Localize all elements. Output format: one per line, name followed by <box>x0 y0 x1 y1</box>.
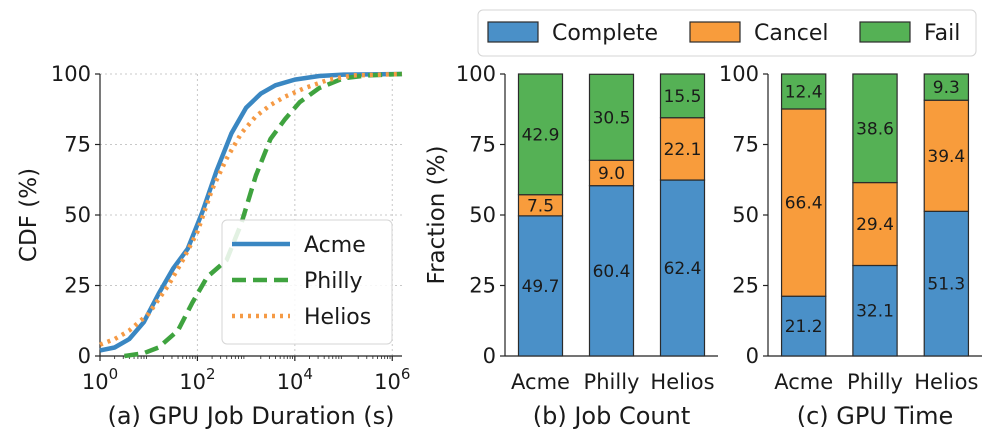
bar-value-label: 9.3 <box>933 78 960 98</box>
gpu-time-panel: 0 25 50 75 100 21.2 66.4 12.4 Acme 32.1 29.4 38.6 Ph… <box>719 62 982 430</box>
bar-segment-complete <box>923 210 970 357</box>
y-tick-label: 0 <box>483 344 496 368</box>
bar-value-label: 49.7 <box>522 277 560 297</box>
x-tick-exponent: 6 <box>401 365 411 383</box>
y-tick-label: 100 <box>51 62 91 86</box>
bar-value-label: 9.0 <box>598 164 625 184</box>
bar-segment-cancel <box>923 99 970 212</box>
bar-segment-fail <box>923 73 970 101</box>
series-line-philly <box>124 71 403 359</box>
bar-value-label: 51.3 <box>927 275 965 295</box>
x-category-label: Acme <box>774 370 833 394</box>
bar-segment-fail <box>588 73 635 161</box>
bar-value-label: 30.5 <box>593 108 631 128</box>
y-tick-label: 75 <box>469 133 496 157</box>
x-category-label: Helios <box>914 370 978 394</box>
bar-value-label: 38.6 <box>856 119 894 139</box>
y-tick-label: 50 <box>469 203 496 227</box>
bar-value-label: 15.5 <box>664 87 702 107</box>
bar-legend-swatch-fail <box>859 21 911 43</box>
series-line-helios <box>99 71 403 347</box>
y-tick-label: 0 <box>746 344 759 368</box>
bar-legend-label: Fail <box>924 21 960 46</box>
y-tick-label: 0 <box>78 344 91 368</box>
bar-legend-label: Cancel <box>754 21 829 46</box>
bar-segment-complete <box>852 264 898 357</box>
bar-segment-complete <box>588 185 635 357</box>
y-tick-label: 25 <box>469 274 496 298</box>
x-tick-exponent: 2 <box>206 365 216 383</box>
bar-segment-complete <box>780 295 827 357</box>
bar-legend-label: Complete <box>552 21 658 46</box>
y-axis-title: CDF (%) <box>16 168 42 262</box>
cdf-legend-label: Helios <box>304 305 371 330</box>
bar-segment-fail <box>517 73 564 196</box>
bar-value-label: 29.4 <box>856 215 894 235</box>
x-tick-label: 106 <box>374 365 410 394</box>
bar-value-label: 39.4 <box>927 147 965 167</box>
y-tick-label: 50 <box>64 203 91 227</box>
bar-segment-cancel <box>780 108 827 297</box>
x-tick-base: 10 <box>82 370 109 394</box>
bar-value-label: 60.4 <box>593 262 631 282</box>
x-category-label: Philly <box>584 370 640 394</box>
x-category-label: Acme <box>511 370 570 394</box>
x-tick-exponent: 4 <box>303 365 313 383</box>
x-tick-exponent: 0 <box>109 365 119 383</box>
bar-value-label: 42.9 <box>522 125 560 145</box>
x-category-label: Philly <box>847 370 903 394</box>
y-tick-label: 50 <box>732 203 759 227</box>
panel-caption: (b) Job Count <box>533 402 691 430</box>
bar-value-label: 22.1 <box>664 140 702 160</box>
bar-value-label: 62.4 <box>664 259 702 279</box>
x-tick-base: 10 <box>374 370 401 394</box>
x-tick-label: 104 <box>277 365 313 394</box>
bar-segment-fail <box>659 73 706 119</box>
bar-segment-complete <box>659 179 706 357</box>
y-axis-title: Fraction (%) <box>424 146 450 285</box>
bar-legend: Complete Cancel Fail <box>477 9 977 57</box>
bar-segment-fail <box>852 73 898 184</box>
bar-segment-fail <box>780 73 827 110</box>
bar-value-label: 21.2 <box>785 317 823 337</box>
y-tick-label: 75 <box>732 133 759 157</box>
bar-value-label: 7.5 <box>527 196 554 216</box>
x-tick-label: 100 <box>82 365 118 394</box>
bar-segment-complete <box>517 215 564 357</box>
cdf-legend-label: Acme <box>304 233 366 258</box>
bar-value-label: 32.1 <box>856 302 894 322</box>
bar-value-label: 12.4 <box>785 82 823 102</box>
bar-value-label: 66.4 <box>785 194 823 214</box>
x-category-label: Helios <box>650 370 714 394</box>
bar-legend-swatch-cancel <box>689 21 741 43</box>
y-tick-label: 100 <box>456 62 496 86</box>
y-tick-label: 25 <box>64 274 91 298</box>
y-tick-label: 75 <box>64 133 91 157</box>
job-count-panel: 0 25 50 75 100 49.7 7.5 42.9 Acme 60.4 9.0 30.5 Phil… <box>424 62 718 430</box>
x-tick-label: 102 <box>179 365 215 394</box>
series-line-acme <box>99 71 403 353</box>
bar-legend-swatch-complete <box>487 21 539 43</box>
cdf-legend-box <box>221 219 393 345</box>
x-tick-base: 10 <box>179 370 206 394</box>
bar-segment-cancel <box>659 117 706 181</box>
x-tick-base: 10 <box>277 370 304 394</box>
panel-caption: (a) GPU Job Duration (s) <box>107 402 394 430</box>
panel-caption: (c) GPU Time <box>797 402 954 430</box>
cdf-legend: Acme Philly Helios <box>221 219 393 345</box>
y-tick-label: 100 <box>719 62 759 86</box>
bar-segment-cancel <box>852 181 898 267</box>
cdf-legend-label: Philly <box>304 269 363 294</box>
y-tick-label: 25 <box>732 274 759 298</box>
